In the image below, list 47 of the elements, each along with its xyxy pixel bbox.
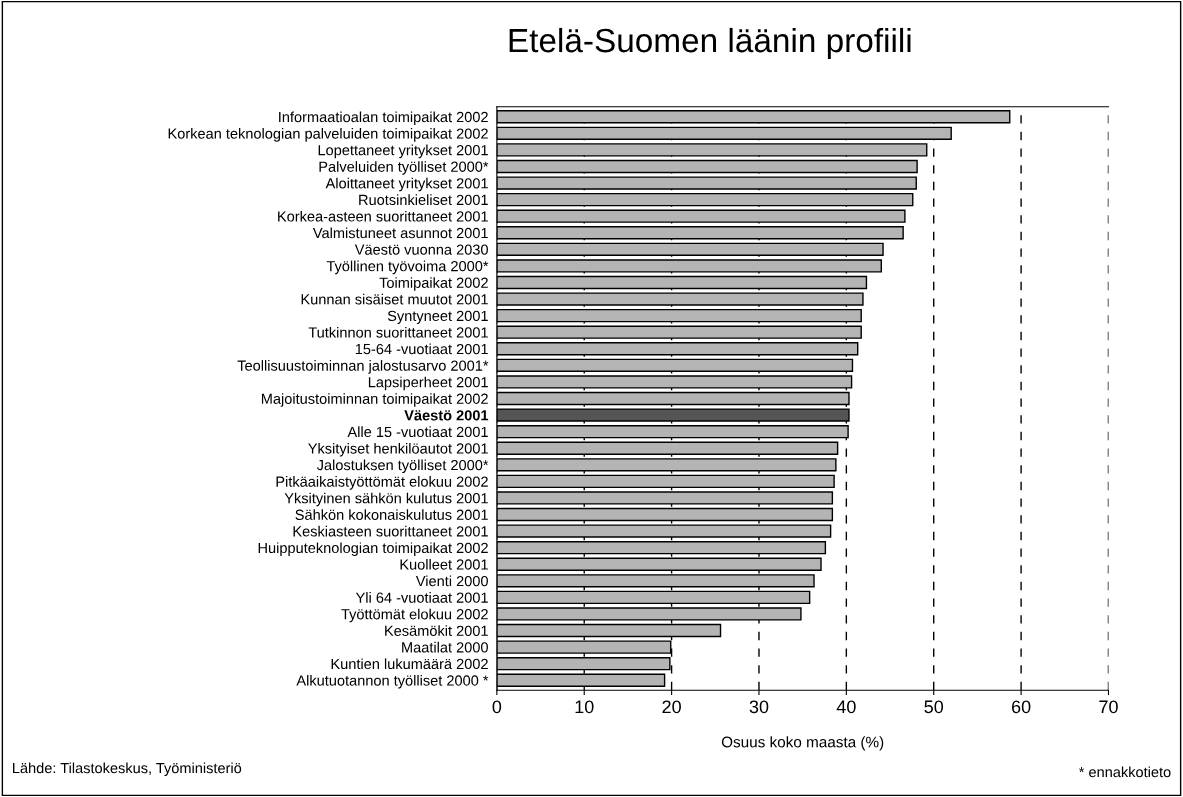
text: * ennakkotieto — [1078, 766, 1171, 778]
y-tick-label: Toimipaikat 2002 — [379, 277, 488, 291]
y-tick-label: Yksityinen sähkön kulutus 2001 — [284, 492, 488, 507]
y-tick-label: Väestö vuonna 2030 — [354, 244, 488, 255]
y-tick-label: Keskiasteen suorittaneet 2001 — [293, 525, 488, 537]
y-tick-label: Yksityiset henkilöautot 2001 — [308, 442, 488, 457]
y-tick-label: Informaatioalan toimipaikat 2002 — [279, 111, 488, 126]
x-tick-label: 40 — [836, 700, 856, 714]
y-tick-label: Valmistuneet asunnot 2001 — [312, 227, 488, 239]
y-tick-label: Työllinen työvoima 2000* — [326, 260, 489, 275]
text: Lähde: Tilastokeskus, Työministeriö — [13, 762, 242, 777]
y-tick-label: Lopettaneet yritykset 2001 — [318, 144, 488, 159]
y-tick-label: Ruotsinkieliset 2001 — [359, 194, 488, 206]
y-tick-label: Väestö 2001 — [404, 410, 489, 421]
y-tick-label: Majoitustoiminnan toimipaikat 2002 — [261, 393, 488, 407]
y-tick-label: Pitkäaikaistyöttömät elokuu 2002 — [276, 476, 488, 490]
y-tick-label: Työttömät elokuu 2002 — [341, 608, 488, 623]
x-tick-label: 60 — [1011, 700, 1031, 714]
x-axis-title: Osuus koko maasta (%) — [721, 736, 884, 751]
y-tick-label: Kunnan sisäiset muutot 2001 — [301, 293, 488, 305]
y-tick-label: Aloittaneet yritykset 2001 — [325, 177, 488, 192]
y-tick-label: Korkean teknologian palveluiden toimipaikat 2002 — [168, 128, 488, 142]
y-tick-label: Korkea-asteen suorittaneet 2001 — [278, 210, 488, 222]
y-tick-label: Yli 64 -vuotiaat 2001 — [355, 592, 488, 603]
y-tick-label: Sähkön kokonaiskulutus 2001 — [295, 509, 488, 520]
y-tick-label: Alkutuotannon työlliset 2000 * — [296, 674, 489, 689]
y-tick-label: Lapsiperheet 2001 — [368, 376, 488, 391]
chart-title: Etelä-Suomen läänin profiili — [509, 27, 911, 59]
x-tick-label: 0 — [492, 700, 502, 714]
x-tick-label: 70 — [1099, 700, 1118, 714]
x-tick-label: 30 — [749, 700, 769, 714]
y-tick-label: Tutkinnon suorittaneet 2001 — [308, 326, 488, 338]
y-tick-label: Jalostuksen työlliset 2000* — [316, 459, 489, 474]
x-tick-label: 10 — [575, 700, 594, 714]
x-tick-label: 20 — [662, 700, 681, 714]
y-tick-label: Kuolleet 2001 — [400, 558, 488, 570]
y-tick-label: Syntyneet 2001 — [387, 310, 488, 324]
y-tick-label: Alle 15 -vuotiaat 2001 — [347, 426, 488, 438]
y-tick-label: Vienti 2000 — [415, 575, 488, 587]
x-tick-label: 50 — [924, 700, 944, 714]
y-tick-label: Palveluiden työlliset 2000* — [319, 161, 489, 175]
y-tick-label: Maatilat 2000 — [402, 641, 488, 653]
y-tick-label: Huipputeknologian toimipaikat 2002 — [258, 542, 488, 556]
y-tick-label: Kuntien lukumäärä 2002 — [331, 658, 488, 670]
y-tick-label: Teollisuustoiminnan jalostusarvo 2001* — [237, 360, 489, 374]
y-tick-label: Kesämökit 2001 — [385, 625, 488, 636]
y-tick-label: 15-64 -vuotiaat 2001 — [355, 343, 488, 355]
